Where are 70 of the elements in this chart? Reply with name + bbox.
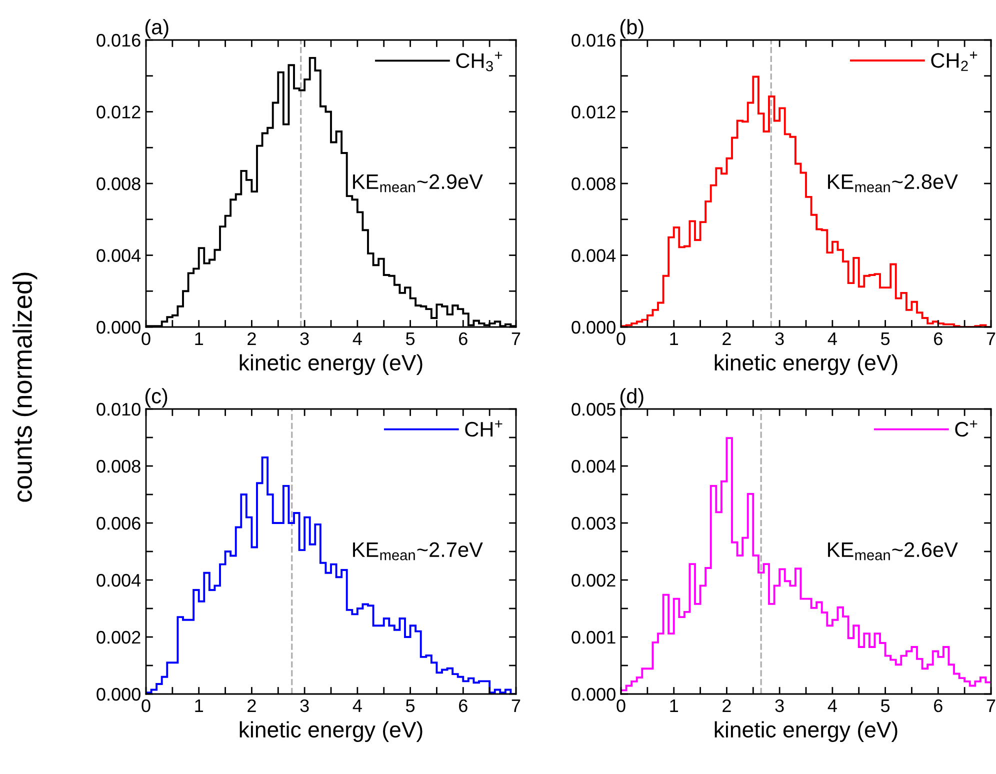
x-tick-label: 4 <box>352 332 362 345</box>
y-tick-label: 0.004 <box>96 249 141 262</box>
x-tick-label: 1 <box>670 700 678 712</box>
x-tick-label: 2 <box>722 332 731 345</box>
x-tick-label: 4 <box>828 332 837 345</box>
x-tick-label: 7 <box>512 700 520 712</box>
x-tick-label: 7 <box>512 332 520 345</box>
x-tick-label: 0 <box>616 699 626 712</box>
x-axis-title: kinetic energy (eV) <box>714 354 898 375</box>
x-tick-label: 6 <box>459 699 468 712</box>
x-tick-label: 0 <box>616 332 626 346</box>
y-tick-label: 0.008 <box>96 460 140 473</box>
x-tick-label: 4 <box>352 700 362 712</box>
x-tick-label: 5 <box>406 700 415 712</box>
y-tick-label: 0.008 <box>96 177 140 190</box>
x-tick-label: 4 <box>828 700 837 712</box>
annotation: KE$_{mean}$~2.7eV <box>353 542 483 560</box>
legend-label: C$^{+}$ <box>955 420 978 437</box>
y-tick-label: 0.012 <box>96 106 140 118</box>
legend-label: CH$_{3}$$^{+}$ <box>456 52 502 72</box>
annotation: KE$_{mean}$~2.8eV <box>828 174 958 192</box>
y-tick-label: 0.002 <box>96 630 140 644</box>
x-tick-label: 5 <box>880 332 890 346</box>
x-tick-label: 2 <box>248 699 256 712</box>
legend-label: CH$^{+}$ <box>465 420 502 437</box>
y-tick-label: 0.004 <box>96 574 141 587</box>
x-tick-label: 7 <box>986 700 996 712</box>
chart-title: (c) <box>145 388 168 408</box>
y-tick-label: 0.000 <box>572 688 616 701</box>
x-tick-label: 3 <box>775 332 784 346</box>
x-tick-label: 0 <box>142 332 150 346</box>
x-tick-label: 1 <box>195 700 203 712</box>
y-tick-label: 0.016 <box>96 34 140 47</box>
y-tick-label: 0.003 <box>572 516 616 530</box>
legend-label: CH$_{2}$$^{+}$ <box>931 52 978 71</box>
x-tick-label: 3 <box>300 699 309 712</box>
x-tick-label: 7 <box>986 332 996 345</box>
x-tick-label: 5 <box>406 332 415 346</box>
y-tick-label: 0.010 <box>96 402 140 416</box>
y-tick-label: 0.012 <box>572 106 616 118</box>
y-tick-label: 0.008 <box>572 177 616 190</box>
x-tick-label: 6 <box>934 699 942 712</box>
x-tick-label: 1 <box>670 332 678 345</box>
y-tick-label: 0.004 <box>572 460 616 473</box>
chart-title: (d) <box>620 388 644 408</box>
y-tick-label: 0.000 <box>96 688 140 701</box>
x-axis-title: kinetic energy (eV) <box>240 721 422 742</box>
y-axis-title: counts (normalized) <box>12 272 38 502</box>
y-tick-label: 0.005 <box>572 402 616 416</box>
y-tick-label: 0.000 <box>572 320 616 334</box>
y-tick-label: 0.004 <box>572 249 616 262</box>
y-tick-label: 0.006 <box>96 516 140 530</box>
annotation: KE$_{mean}$~2.6eV <box>828 542 958 560</box>
y-tick-label: 0.001 <box>572 630 616 644</box>
x-axis-title: kinetic energy (eV) <box>240 354 422 375</box>
y-tick-label: 0.016 <box>572 34 616 47</box>
chart-title: (b) <box>620 19 644 39</box>
x-tick-label: 6 <box>934 332 942 346</box>
x-tick-label: 3 <box>300 332 309 346</box>
x-axis-title: kinetic energy (eV) <box>714 721 898 742</box>
x-tick-label: 0 <box>142 699 150 712</box>
x-tick-label: 5 <box>880 700 890 712</box>
x-tick-label: 2 <box>248 332 256 345</box>
x-tick-label: 1 <box>195 332 203 345</box>
x-tick-label: 2 <box>722 699 731 712</box>
y-tick-label: 0.002 <box>572 574 616 587</box>
chart-title: (a) <box>145 19 168 39</box>
x-tick-label: 3 <box>775 699 784 712</box>
annotation: KE$_{mean}$~2.9eV <box>353 174 483 192</box>
x-tick-label: 6 <box>459 332 468 346</box>
